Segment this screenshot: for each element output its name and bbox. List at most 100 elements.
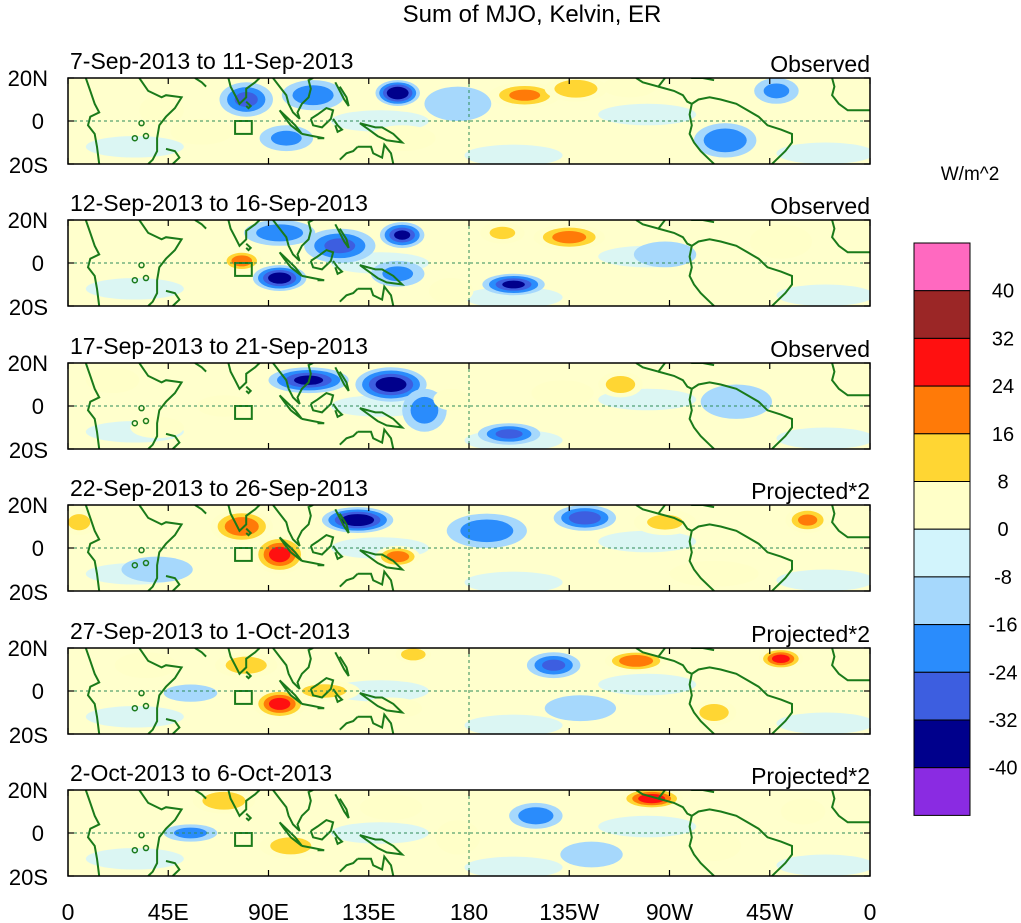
coastline <box>635 790 666 800</box>
coastline <box>359 834 406 856</box>
coastline <box>194 220 207 230</box>
coastline <box>334 651 350 677</box>
contour-blob <box>560 841 623 868</box>
colorbar-label: -40 <box>989 758 1018 780</box>
coastline <box>339 146 359 161</box>
field-patch <box>776 569 870 591</box>
coastline <box>357 427 395 449</box>
figure-title: Sum of MJO, Kelvin, ER <box>403 1 662 28</box>
coastline <box>689 790 715 794</box>
contour-blob <box>382 266 414 282</box>
coastline <box>301 559 325 567</box>
coastline <box>227 363 261 391</box>
coastline <box>332 403 344 419</box>
coastline <box>688 103 715 164</box>
lake <box>131 276 139 284</box>
coastline <box>357 142 395 164</box>
y-tick-label: 20S <box>9 865 48 890</box>
coastline <box>194 363 207 373</box>
colorbar-swatch <box>913 528 971 578</box>
coastline <box>84 790 101 876</box>
colorbar-swatch <box>913 337 971 387</box>
coastline <box>658 85 793 164</box>
contour-blob <box>568 511 601 525</box>
contour-blob <box>502 280 525 289</box>
panel-status: Projected*2 <box>751 763 870 789</box>
coastline <box>245 385 253 395</box>
colorbar-swatch <box>913 719 971 769</box>
panel-6: 20N 0 20S 2-Oct-2013 to 6-Oct-2013 Projected… <box>8 760 871 890</box>
coastline <box>84 363 101 449</box>
y-tick-label: 0 <box>32 679 44 704</box>
coastline <box>635 648 666 658</box>
coastline <box>84 505 101 591</box>
x-tick-label: 135E <box>342 899 396 923</box>
coastline <box>138 790 184 876</box>
panel-status: Observed <box>770 51 870 77</box>
coastline <box>332 260 344 276</box>
contour-blob <box>224 517 259 536</box>
coastline <box>357 854 395 876</box>
contour-blob <box>687 830 741 861</box>
coastline <box>332 830 344 846</box>
lake <box>142 132 150 140</box>
coastline <box>635 220 666 230</box>
coastline <box>688 530 715 591</box>
lake <box>142 559 150 567</box>
coastline <box>272 790 314 832</box>
coastline <box>689 220 715 224</box>
coastline <box>84 78 101 164</box>
coastline <box>272 505 314 547</box>
contour-blob <box>797 514 818 526</box>
coastline <box>138 648 184 734</box>
panel-status: Projected*2 <box>751 478 870 504</box>
contour-blob <box>424 86 492 122</box>
colorbar-swatch <box>913 481 971 530</box>
contour-blob <box>749 224 813 259</box>
field-patch <box>776 142 870 164</box>
contour-blob <box>602 78 657 98</box>
lake <box>142 274 150 282</box>
colorbar: W/m^2 40 32 24 16 8 0 -8 -16 -24 -32 -40 <box>913 164 1018 816</box>
coastline <box>334 81 350 107</box>
field-patch <box>85 848 184 870</box>
contour-blob <box>435 820 481 855</box>
contour-blob <box>256 224 304 242</box>
contour-blob <box>544 695 617 722</box>
lake <box>131 561 139 569</box>
y-tick-label: 20N <box>8 778 48 803</box>
field-patch <box>464 144 563 164</box>
x-axis: 0 45E 90E 135E 180 135W 90W 45W 0 <box>62 899 877 923</box>
contour-blob <box>359 794 423 821</box>
coastline <box>194 505 207 515</box>
x-tick-label: 90E <box>248 899 289 923</box>
panel-2: 20N 0 20S 12-Sep-2013 to 16-Sep-2013 Observe… <box>8 190 871 320</box>
colorbar-label: -16 <box>989 615 1018 637</box>
y-tick-label: 20S <box>9 580 48 605</box>
panel-date: 22-Sep-2013 to 26-Sep-2013 <box>70 475 368 501</box>
colorbar-units: W/m^2 <box>941 164 1000 185</box>
field-patch <box>598 673 697 696</box>
coastline <box>301 844 325 852</box>
coastline <box>359 264 406 286</box>
colorbar-swatch <box>913 671 971 721</box>
field-patch <box>464 286 563 306</box>
coastline <box>332 118 344 134</box>
coastline <box>688 815 715 876</box>
field-patch <box>85 278 184 300</box>
coastline <box>84 648 101 734</box>
coastline <box>339 858 359 873</box>
coastline <box>831 648 870 682</box>
contour-blob <box>771 654 790 664</box>
coastline <box>138 505 184 591</box>
coastline <box>245 670 253 680</box>
coastline <box>194 78 207 88</box>
panel-status: Observed <box>770 336 870 362</box>
coastline <box>301 132 325 140</box>
contour-blob <box>270 837 312 855</box>
panel-date: 17-Sep-2013 to 21-Sep-2013 <box>70 333 368 359</box>
coastline <box>334 223 350 249</box>
lake <box>131 846 139 854</box>
coastline <box>688 388 715 449</box>
field-patch <box>464 714 563 734</box>
